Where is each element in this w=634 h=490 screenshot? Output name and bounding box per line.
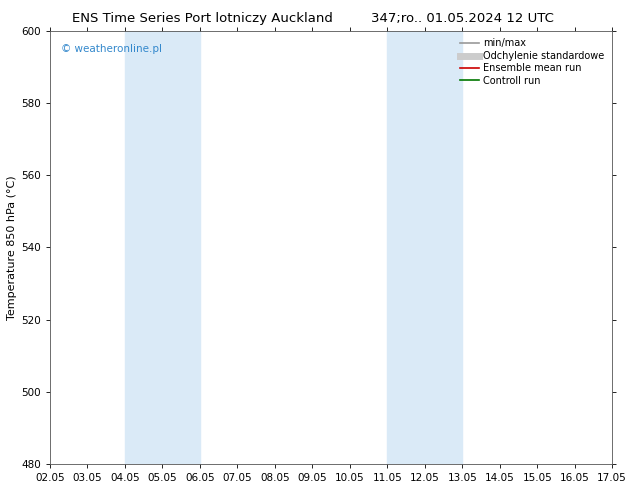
Bar	[125, 31, 200, 464]
Legend: min/max, Odchylenie standardowe, Ensemble mean run, Controll run: min/max, Odchylenie standardowe, Ensembl…	[457, 36, 607, 89]
Text: ENS Time Series Port lotniczy Auckland: ENS Time Series Port lotniczy Auckland	[72, 12, 333, 25]
Text: © weatheronline.pl: © weatheronline.pl	[61, 44, 162, 54]
Y-axis label: Temperature 850 hPa (°C): Temperature 850 hPa (°C)	[7, 175, 17, 319]
Text: 347;ro.. 01.05.2024 12 UTC: 347;ro.. 01.05.2024 12 UTC	[372, 12, 554, 25]
Bar	[387, 31, 462, 464]
